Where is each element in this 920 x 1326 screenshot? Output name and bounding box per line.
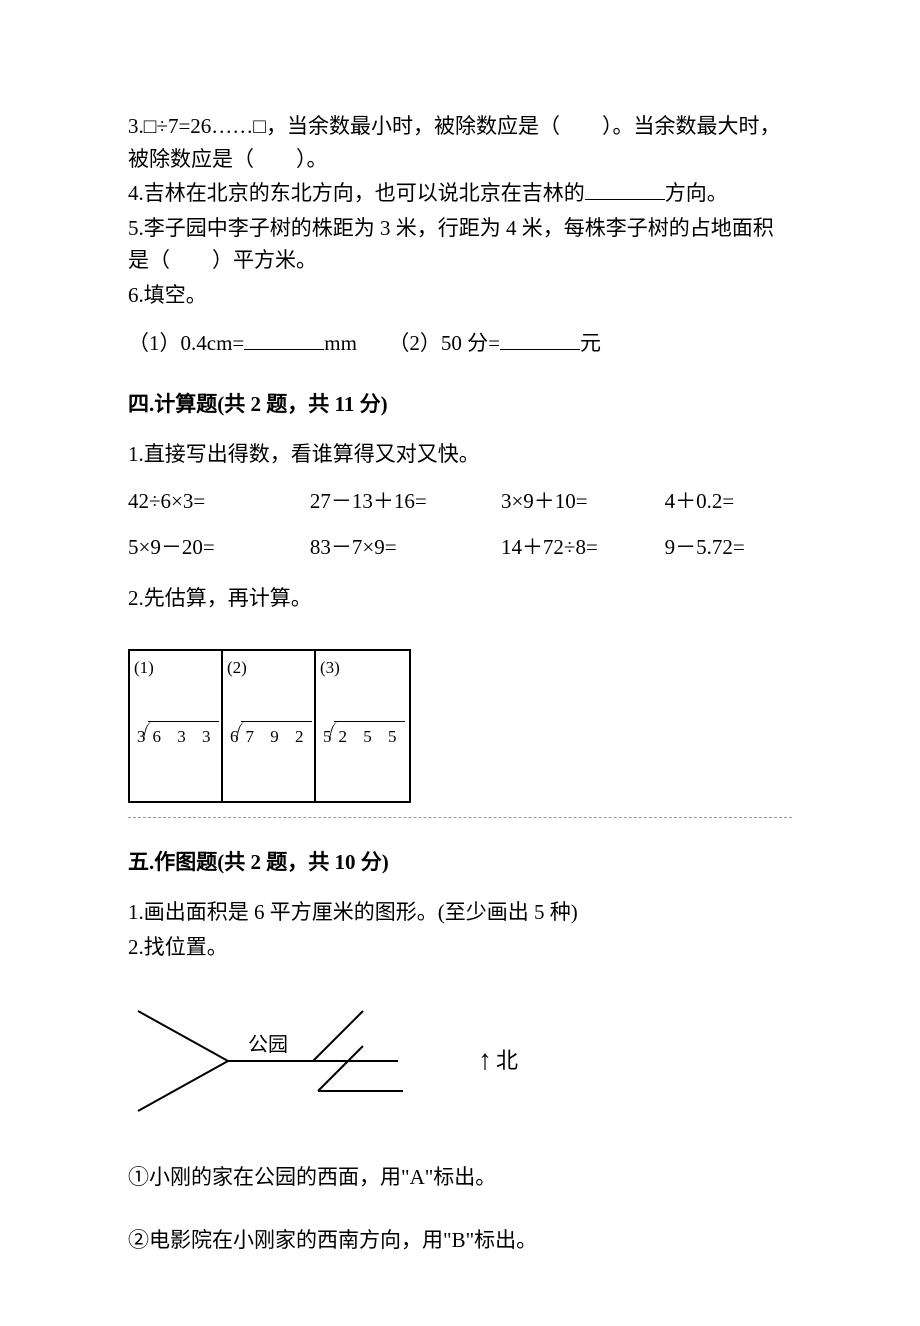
calc-cell: 42÷6×3= <box>128 485 310 518</box>
est-col-2: (2) 6 7 9 2 <box>223 651 316 801</box>
fill-q6-sub: （1）0.4cm= mm （2）50 分= 元 <box>128 327 792 360</box>
calc-cell: 27－13＋16= <box>310 485 501 518</box>
calc-cell: 9－5.72= <box>665 531 792 564</box>
fill-q4-post: 方向。 <box>665 181 728 205</box>
calc-cell: 3×9＋10= <box>501 485 665 518</box>
north-arrow-icon: ↑ <box>478 1047 492 1075</box>
calc-cell: 14＋72÷8= <box>501 531 665 564</box>
est-dividend: 6 3 3 <box>148 721 219 750</box>
dashed-rule <box>128 817 792 818</box>
diagram-row: 公园 ↑ 北 <box>128 991 792 1131</box>
calc-row-2: 5×9－20= 83－7×9= 14＋72÷8= 9－5.72= <box>128 531 792 564</box>
est-dividend: 2 5 5 <box>334 721 405 750</box>
calc-cell: 83－7×9= <box>310 531 501 564</box>
page-content: 3.□÷7=26……□，当余数最小时，被除数应是（ ）。当余数最大时，被除数应是… <box>0 0 920 1326</box>
sec4-q1: 1.直接写出得数，看谁算得又对又快。 <box>128 438 792 471</box>
fill-q4: 4.吉林在北京的东北方向，也可以说北京在吉林的 方向。 <box>128 177 792 210</box>
blank-line <box>500 328 580 350</box>
calc-row-1: 42÷6×3= 27－13＋16= 3×9＋10= 4＋0.2= <box>128 485 792 518</box>
q6-1-pre: （1）0.4cm= <box>128 331 244 355</box>
sec5-q2: 2.找位置。 <box>128 931 792 964</box>
north-indicator: ↑ 北 <box>478 1044 518 1078</box>
fill-q3: 3.□÷7=26……□，当余数最小时，被除数应是（ ）。当余数最大时，被除数应是… <box>128 110 792 175</box>
est-col-3: (3) 5 2 5 5 <box>316 651 409 801</box>
north-label: 北 <box>496 1044 518 1078</box>
est-col-1: (1) 3 6 3 3 <box>130 651 223 801</box>
est-division: 3 6 3 3 <box>137 721 219 750</box>
calc-cell: 5×9－20= <box>128 531 310 564</box>
est-label: (2) <box>227 655 314 681</box>
q6-2-post: 元 <box>580 331 601 355</box>
est-dividend: 7 9 2 <box>241 721 312 750</box>
sec5-q1: 1.画出面积是 6 平方厘米的图形。(至少画出 5 种) <box>128 896 792 929</box>
q6-1-post: mm <box>324 331 357 355</box>
fill-q5: 5.李子园中李子树的株距为 3 米，行距为 4 米，每株李子树的占地面积是（ ）… <box>128 212 792 277</box>
fill-q6: 6.填空。 <box>128 279 792 312</box>
fill-q4-pre: 4.吉林在北京的东北方向，也可以说北京在吉林的 <box>128 181 585 205</box>
est-label: (3) <box>320 655 409 681</box>
section-4-header: 四.计算题(共 2 题，共 11 分) <box>128 388 792 421</box>
q6-2-pre: （2）50 分= <box>388 331 500 355</box>
sec5-sub2: ②电影院在小刚家的西南方向，用"B"标出。 <box>128 1224 792 1257</box>
estimation-table: (1) 3 6 3 3 (2) 6 7 9 2 (3) 5 2 5 5 <box>128 649 411 803</box>
est-division: 6 7 9 2 <box>230 721 312 750</box>
section-5-header: 五.作图题(共 2 题，共 10 分) <box>128 846 792 879</box>
blank-line <box>244 328 324 350</box>
sec5-sub1: ①小刚的家在公园的西面，用"A"标出。 <box>128 1161 792 1194</box>
park-label-text: 公园 <box>248 1034 288 1056</box>
sec4-q2: 2.先估算，再计算。 <box>128 582 792 615</box>
blank-line <box>585 178 665 200</box>
est-division: 5 2 5 5 <box>323 721 405 750</box>
est-label: (1) <box>134 655 221 681</box>
calc-cell: 4＋0.2= <box>665 485 792 518</box>
park-diagram: 公园 <box>128 991 408 1131</box>
